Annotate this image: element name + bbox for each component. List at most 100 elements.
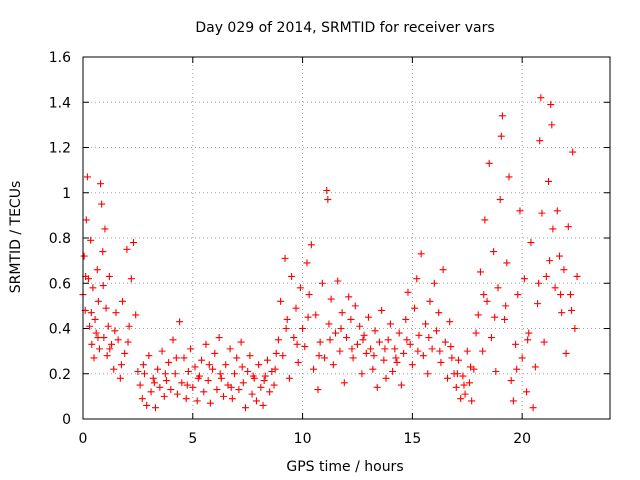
data-point bbox=[213, 386, 221, 394]
data-point bbox=[334, 277, 342, 285]
data-point bbox=[238, 363, 246, 371]
data-point bbox=[205, 361, 213, 369]
data-point bbox=[104, 322, 112, 330]
data-point bbox=[494, 284, 502, 292]
data-point bbox=[373, 383, 381, 391]
data-point bbox=[433, 327, 441, 335]
data-point bbox=[551, 284, 559, 292]
data-point bbox=[86, 322, 94, 330]
y-tick-label: 0.2 bbox=[49, 367, 71, 383]
data-point bbox=[111, 327, 119, 335]
data-point bbox=[382, 374, 390, 382]
data-point bbox=[301, 343, 309, 351]
data-point bbox=[347, 315, 355, 323]
data-point bbox=[99, 248, 107, 256]
data-point bbox=[246, 352, 254, 360]
data-point bbox=[183, 381, 191, 389]
data-point bbox=[553, 207, 561, 215]
data-point bbox=[304, 313, 312, 321]
data-point bbox=[117, 361, 125, 369]
data-point bbox=[514, 291, 522, 299]
grid-lines bbox=[83, 57, 610, 419]
x-axis-label: GPS time / hours bbox=[286, 459, 403, 475]
data-point bbox=[103, 352, 111, 360]
data-point bbox=[351, 302, 359, 310]
data-point bbox=[428, 345, 436, 353]
data-point bbox=[531, 363, 539, 371]
data-point bbox=[474, 311, 482, 319]
data-point bbox=[172, 354, 180, 362]
data-point bbox=[512, 340, 520, 348]
data-point bbox=[348, 345, 356, 353]
data-point bbox=[359, 336, 367, 344]
data-point bbox=[261, 372, 269, 380]
data-point bbox=[537, 94, 545, 102]
chart-title: Day 029 of 2014, SRMTID for receiver var… bbox=[195, 20, 494, 36]
data-point bbox=[400, 349, 408, 357]
data-point bbox=[502, 302, 510, 310]
data-point bbox=[281, 254, 289, 262]
data-point bbox=[340, 379, 348, 387]
data-point bbox=[392, 354, 400, 362]
data-point bbox=[100, 334, 108, 342]
data-point bbox=[83, 173, 91, 181]
data-point bbox=[194, 374, 202, 382]
data-point bbox=[435, 309, 443, 317]
data-point bbox=[98, 200, 106, 208]
data-point bbox=[215, 334, 223, 342]
data-point bbox=[178, 379, 186, 387]
data-point bbox=[402, 315, 410, 323]
data-point bbox=[88, 340, 96, 348]
data-point bbox=[408, 361, 416, 369]
data-points bbox=[79, 94, 581, 412]
data-point bbox=[252, 397, 260, 405]
data-point bbox=[529, 404, 537, 412]
data-point bbox=[114, 336, 122, 344]
data-point bbox=[99, 282, 107, 290]
data-point bbox=[220, 392, 228, 400]
data-point bbox=[424, 370, 432, 378]
data-point bbox=[263, 356, 271, 364]
data-point bbox=[436, 347, 444, 355]
data-point bbox=[395, 329, 403, 337]
data-point bbox=[130, 239, 138, 247]
data-point bbox=[260, 377, 268, 385]
data-point bbox=[417, 250, 425, 258]
x-tick-label: 20 bbox=[513, 431, 531, 447]
data-point bbox=[271, 365, 279, 373]
data-point bbox=[523, 388, 531, 396]
data-point bbox=[386, 320, 394, 328]
data-point bbox=[548, 121, 556, 129]
data-point bbox=[324, 196, 332, 204]
x-tick-label: 15 bbox=[403, 431, 421, 447]
plot-frame bbox=[82, 56, 611, 420]
data-point bbox=[323, 186, 331, 194]
data-point bbox=[516, 207, 524, 215]
data-point bbox=[403, 336, 411, 344]
data-point bbox=[216, 370, 224, 378]
data-point bbox=[483, 297, 491, 305]
data-point bbox=[349, 354, 357, 362]
data-point bbox=[139, 361, 147, 369]
data-point bbox=[239, 379, 247, 387]
data-point bbox=[182, 395, 190, 403]
data-point bbox=[125, 322, 133, 330]
data-point bbox=[187, 345, 195, 353]
data-point bbox=[235, 386, 243, 394]
data-point bbox=[555, 252, 563, 260]
data-point bbox=[95, 345, 103, 353]
data-point bbox=[461, 390, 469, 398]
data-point bbox=[176, 318, 184, 326]
data-point bbox=[485, 159, 493, 167]
data-point bbox=[411, 304, 419, 312]
data-point bbox=[503, 259, 511, 267]
data-point bbox=[391, 345, 399, 353]
data-point bbox=[202, 340, 210, 348]
y-tick-label: 0 bbox=[62, 412, 71, 428]
data-point bbox=[173, 390, 181, 398]
data-point bbox=[143, 401, 151, 409]
data-point bbox=[257, 383, 265, 391]
data-point bbox=[481, 216, 489, 224]
data-point bbox=[476, 268, 484, 276]
data-point bbox=[527, 239, 535, 247]
